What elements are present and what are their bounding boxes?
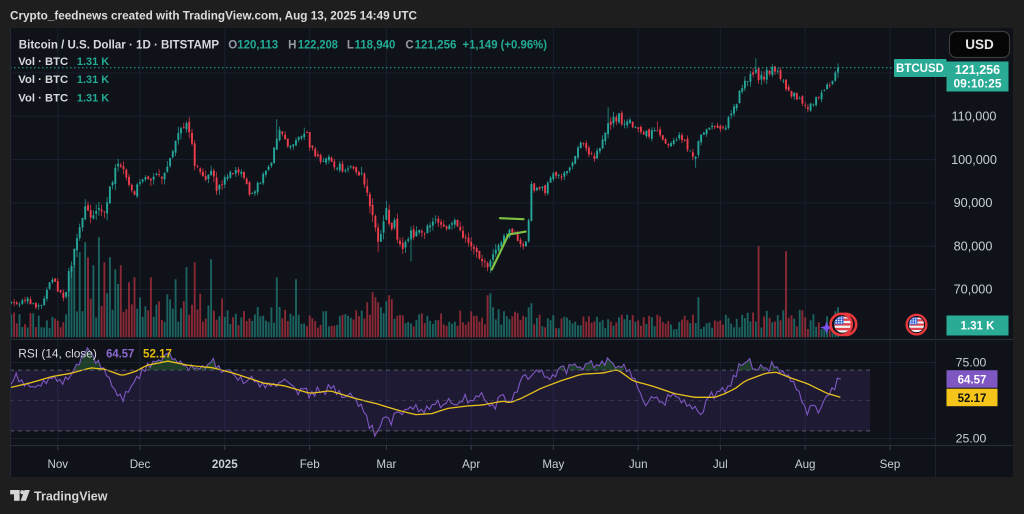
svg-text:120,113: 120,113 <box>237 40 278 52</box>
svg-text:USD: USD <box>965 37 994 52</box>
svg-text:O: O <box>228 40 237 52</box>
svg-text:May: May <box>542 458 564 471</box>
svg-text:25.00: 25.00 <box>956 432 987 446</box>
svg-text:110,000: 110,000 <box>952 110 997 124</box>
svg-text:70,000: 70,000 <box>954 283 993 297</box>
svg-text:Dec: Dec <box>130 458 151 471</box>
svg-text:Jul: Jul <box>713 458 728 471</box>
svg-text:Nov: Nov <box>47 458 68 471</box>
svg-text:122,208: 122,208 <box>298 40 339 52</box>
svg-text:90,000: 90,000 <box>954 196 993 210</box>
svg-text:80,000: 80,000 <box>954 239 993 253</box>
svg-text:H: H <box>288 40 296 52</box>
svg-text:C: C <box>405 40 413 52</box>
svg-text:Crypto_feednews created with T: Crypto_feednews created with TradingView… <box>10 10 418 23</box>
svg-text:Jun: Jun <box>629 458 648 471</box>
svg-text:Apr: Apr <box>462 458 480 471</box>
svg-text:121,256: 121,256 <box>415 40 457 52</box>
svg-text:Aug: Aug <box>795 458 816 471</box>
svg-text:Feb: Feb <box>300 458 320 471</box>
svg-text:1.31 K: 1.31 K <box>77 74 110 86</box>
svg-text:52.17: 52.17 <box>143 348 172 360</box>
svg-text:118,940: 118,940 <box>355 40 396 52</box>
svg-text:BTCUSD: BTCUSD <box>896 63 944 75</box>
svg-text:+1,149 (+0.96%): +1,149 (+0.96%) <box>463 40 548 52</box>
svg-text:64.57: 64.57 <box>106 348 134 360</box>
svg-text:RSI (14, close): RSI (14, close) <box>18 346 97 360</box>
svg-text:Vol · BTC: Vol · BTC <box>18 56 68 68</box>
svg-text:1.31 K: 1.31 K <box>77 56 110 68</box>
svg-text:Vol · BTC: Vol · BTC <box>18 93 68 105</box>
svg-text:121,256: 121,256 <box>955 63 1000 77</box>
svg-text:Bitcoin / U.S. Dollar · 1D · B: Bitcoin / U.S. Dollar · 1D · BITSTAMP <box>19 40 220 52</box>
svg-text:TradingView: TradingView <box>34 490 108 504</box>
svg-text:1.31 K: 1.31 K <box>77 93 110 105</box>
svg-text:1.31 K: 1.31 K <box>961 321 996 333</box>
svg-text:Sep: Sep <box>880 458 901 471</box>
svg-text:75.00: 75.00 <box>956 356 987 370</box>
svg-text:2025: 2025 <box>212 458 238 471</box>
svg-text:09:10:25: 09:10:25 <box>953 77 1001 91</box>
svg-text:Mar: Mar <box>376 458 396 471</box>
svg-text:52.17: 52.17 <box>958 393 987 405</box>
svg-text:Vol · BTC: Vol · BTC <box>18 74 68 86</box>
svg-text:100,000: 100,000 <box>951 153 997 167</box>
svg-text:L: L <box>347 40 354 52</box>
svg-text:64.57: 64.57 <box>958 374 987 386</box>
